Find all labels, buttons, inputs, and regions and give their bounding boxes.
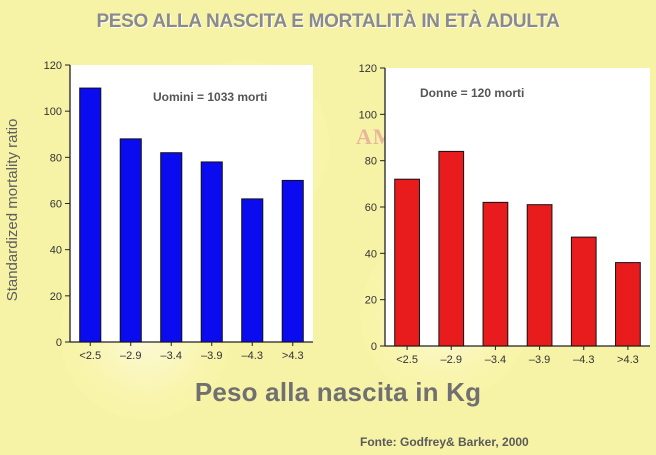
y-tick-label: 60 [50,199,62,211]
bar [570,236,597,347]
y-tick-label: 40 [365,248,377,260]
page-title: PESO ALLA NASCITA E MORTALITÀ IN ETÀ ADU… [96,11,560,32]
y-tick-label: 100 [44,106,62,118]
x-tick-label: –3.4 [161,350,182,362]
chart-annotation: Donne = 120 morti [420,86,524,100]
x-tick-label: –3.4 [485,354,506,366]
chart-annotation: Uomini = 1033 morti [153,90,267,104]
bar [438,150,465,347]
x-axis-label: Peso alla nascita in Kg [194,377,482,407]
y-tick-label: 80 [50,152,62,164]
y-tick-label: 120 [359,63,377,75]
y-tick-label: 60 [365,202,377,214]
bar [482,201,509,347]
x-tick-label: –3.9 [529,354,550,366]
y-tick-label: 120 [44,60,62,72]
bar [615,262,641,347]
x-tick-label: –2.9 [120,350,141,362]
x-tick-label: >4.3 [282,350,304,362]
y-tick-label: 80 [365,156,377,168]
source-note: Fonte: Godfrey& Barker, 2000 [360,435,529,449]
x-tick-label: >4.3 [617,354,639,366]
y-tick-label: 40 [50,245,62,257]
y-tick-label: 20 [365,295,377,307]
bar [394,178,420,347]
y-tick-label: 0 [371,341,377,353]
x-tick-label: –3.9 [201,350,222,362]
bar [526,204,553,347]
plot-area [70,65,313,342]
x-tick-label: –4.3 [573,354,594,366]
x-tick-label: <2.5 [396,354,418,366]
x-tick-label: –4.3 [242,350,263,362]
x-tick-label: <2.5 [79,350,101,362]
x-tick-label: –2.9 [441,354,462,366]
plot-area [385,68,650,346]
y-tick-label: 20 [50,291,62,303]
y-tick-label: 100 [359,109,377,121]
y-tick-label: 0 [56,337,62,349]
